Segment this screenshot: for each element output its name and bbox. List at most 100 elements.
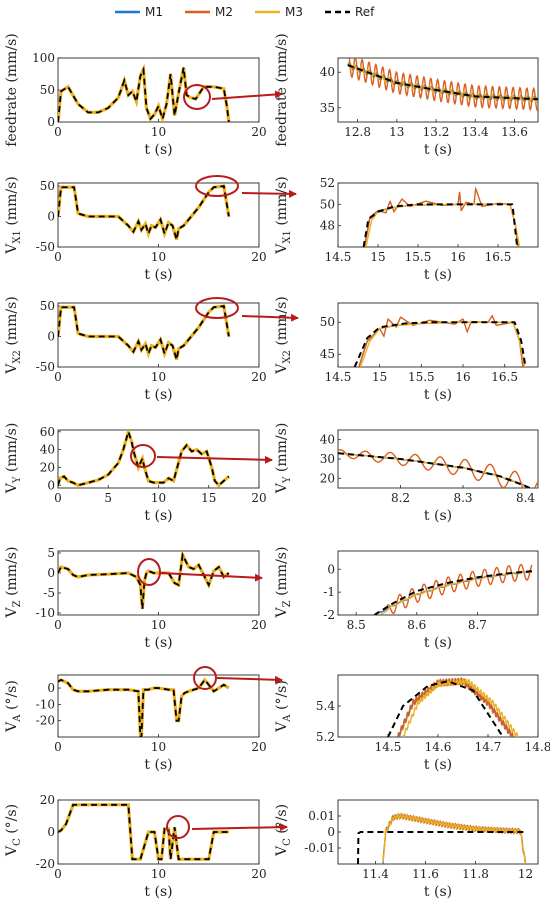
series-line-m3 bbox=[402, 678, 519, 737]
ylabel-feedrate-zoom: feedrate (mm/s) bbox=[274, 33, 290, 147]
y-tick-label: 5 bbox=[47, 546, 55, 560]
zoom-highlight-ellipse bbox=[195, 175, 239, 197]
y-tick-label: 50 bbox=[320, 197, 335, 211]
ylabel-va: VA (°/s) bbox=[4, 680, 23, 733]
axes-box bbox=[337, 182, 539, 248]
zoom-arrow bbox=[216, 675, 283, 684]
y-tick-label: 0 bbox=[327, 825, 335, 839]
y-tick-label: 45 bbox=[320, 347, 335, 361]
x-tick-label: 15 bbox=[201, 491, 216, 505]
series-line-m1 bbox=[382, 813, 527, 864]
zoom-highlight-ellipse bbox=[130, 444, 156, 468]
x-tick-label: 14.8 bbox=[525, 740, 550, 754]
panel-7: 8.2 8.3 8.4 20 30 40 t (s) bbox=[320, 429, 539, 524]
series-line-m2 bbox=[397, 676, 514, 737]
zoom-arrow bbox=[191, 823, 288, 832]
x-tick-label: 14.6 bbox=[425, 740, 452, 754]
x-tick-label: 13 bbox=[389, 125, 404, 139]
series-line-ref bbox=[362, 203, 519, 247]
zoom-highlight-ellipse bbox=[137, 558, 161, 586]
y-tick-label: -0.01 bbox=[304, 841, 335, 855]
x-tick-label: 11.8 bbox=[462, 867, 489, 881]
x-tick-label: 20 bbox=[251, 867, 266, 881]
legend-box bbox=[279, 0, 441, 21]
ylabel-vx1-zoom: VX1 (mm/s) bbox=[274, 176, 293, 254]
panel-0: 0 10 20 0 50 100 t (s) bbox=[32, 51, 267, 158]
ylabel-vc-zoom: VC (°/s) bbox=[274, 804, 293, 857]
y-tick-label: -1 bbox=[323, 585, 335, 599]
x-axis-label: t (s) bbox=[144, 142, 172, 158]
annotations bbox=[130, 84, 299, 839]
y-tick-label: -5 bbox=[43, 586, 55, 600]
y-tick-label: -50 bbox=[36, 360, 55, 374]
x-tick-label: 14.5 bbox=[375, 740, 402, 754]
axes-box bbox=[337, 302, 539, 368]
x-axis-label: t (s) bbox=[424, 508, 452, 524]
axes-box bbox=[57, 550, 260, 616]
series-line-m3 bbox=[347, 62, 538, 103]
x-tick-label: 16 bbox=[455, 370, 470, 384]
x-tick-label: 10 bbox=[151, 370, 166, 384]
x-tick-label: 10 bbox=[151, 618, 166, 632]
panel-13: 11.4 11.6 11.8 12 -0.01 0 0.01 t (s) bbox=[304, 799, 539, 900]
y-tick-label: 20 bbox=[40, 793, 55, 807]
legend-label-m3: M3 bbox=[285, 5, 303, 19]
legend-label-m1: M1 bbox=[145, 5, 163, 19]
series-line-m1 bbox=[373, 570, 533, 615]
x-axis-label: t (s) bbox=[144, 884, 172, 900]
x-axis-label: t (s) bbox=[144, 387, 172, 403]
x-tick-label: 14.5 bbox=[325, 250, 352, 264]
x-tick-label: 8.3 bbox=[453, 491, 472, 505]
series-line-overlay bbox=[58, 63, 231, 122]
zoom-arrow bbox=[241, 189, 297, 198]
series-line-ref bbox=[58, 185, 230, 240]
x-tick-label: 20 bbox=[251, 250, 266, 264]
x-tick-label: 20 bbox=[251, 618, 266, 632]
series-line-ref bbox=[58, 551, 230, 610]
y-tick-label: 40 bbox=[320, 433, 335, 447]
panel-8: 0 10 20 -10 -5 0 5 t (s) bbox=[36, 546, 267, 651]
legend-label-ref: Ref bbox=[355, 5, 375, 19]
y-tick-label: -10 bbox=[36, 606, 55, 620]
ylabel-va-zoom: VA (°/s) bbox=[274, 680, 293, 733]
panel-1: 12.8 13 13.2 13.4 13.6 35 40 t (s) bbox=[320, 57, 539, 158]
zoom-highlight-ellipse bbox=[195, 297, 239, 319]
y-tick-label: 0 bbox=[47, 210, 55, 224]
zoom-highlight-ellipse bbox=[193, 666, 217, 690]
series-line-ref bbox=[58, 678, 230, 737]
series-line-ref bbox=[353, 321, 527, 367]
x-tick-label: 20 bbox=[251, 491, 266, 505]
series-line-m2 bbox=[382, 812, 527, 864]
series-line-m3 bbox=[365, 203, 521, 247]
x-tick-label: 13.4 bbox=[462, 125, 489, 139]
x-axis-label: t (s) bbox=[424, 635, 452, 651]
y-tick-label: 50 bbox=[320, 315, 335, 329]
y-tick-label: 50 bbox=[40, 83, 55, 97]
y-tick-label: 0 bbox=[47, 478, 55, 492]
x-tick-label: 10 bbox=[151, 740, 166, 754]
series-line-m2 bbox=[348, 58, 538, 112]
x-tick-label: 8.5 bbox=[347, 618, 366, 632]
x-axis-label: t (s) bbox=[144, 267, 172, 283]
panel-5: 14.5 15 15.5 16 16.5 45 50 t (s) bbox=[320, 302, 539, 403]
x-tick-label: 13.2 bbox=[423, 125, 450, 139]
x-axis-label: t (s) bbox=[144, 508, 172, 524]
axes-box bbox=[337, 550, 539, 616]
y-tick-label: -20 bbox=[36, 714, 55, 728]
x-tick-label: 12 bbox=[518, 867, 533, 881]
panel-11: 14.5 14.6 14.7 14.8 5.2 5.4 t (s) bbox=[316, 674, 550, 773]
x-tick-label: 5 bbox=[104, 491, 112, 505]
x-axis-label: t (s) bbox=[424, 884, 452, 900]
x-tick-label: 10 bbox=[151, 125, 166, 139]
y-tick-label: 52 bbox=[320, 176, 335, 190]
zoom-arrow bbox=[160, 572, 263, 582]
y-tick-label: 0 bbox=[47, 825, 55, 839]
x-axis-label: t (s) bbox=[424, 757, 452, 773]
x-tick-label: 14.5 bbox=[325, 370, 352, 384]
x-tick-label: 0 bbox=[54, 491, 62, 505]
series-line-ref bbox=[338, 452, 533, 488]
x-tick-label: 0 bbox=[54, 867, 62, 881]
x-tick-label: 20 bbox=[251, 370, 266, 384]
series-line-m3 bbox=[380, 570, 533, 615]
